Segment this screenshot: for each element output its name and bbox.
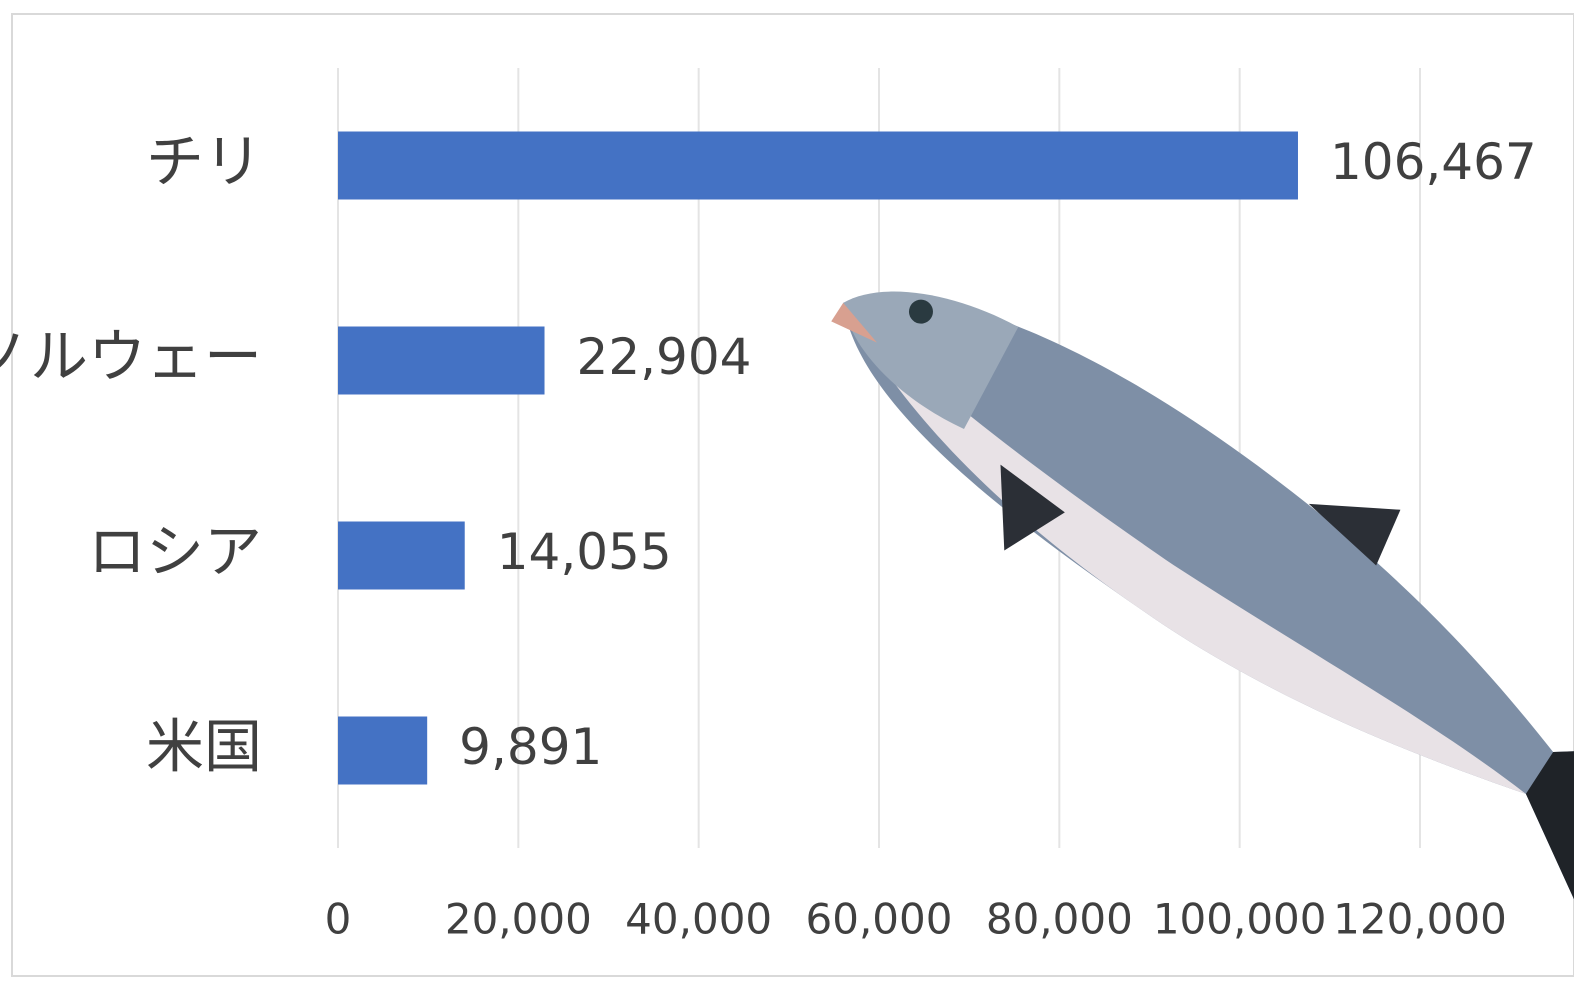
y-tick-label: 米国 — [146, 713, 262, 781]
bar — [338, 717, 427, 785]
x-tick-label: 60,000 — [806, 895, 953, 944]
bar — [338, 522, 465, 590]
value-label: 106,467 — [1330, 133, 1537, 191]
value-label: 14,055 — [497, 523, 672, 581]
x-tick-label: 120,000 — [1333, 895, 1507, 944]
y-tick-label: ノルウェー — [0, 323, 262, 391]
x-tick-label: 20,000 — [445, 895, 592, 944]
x-tick-label: 100,000 — [1153, 895, 1327, 944]
x-tick-label: 40,000 — [625, 895, 772, 944]
bar — [338, 132, 1298, 200]
x-tick-label: 0 — [325, 895, 352, 944]
chart: 0 20,000 40,000 60,000 80,000 100,000120,000 チ… — [0, 0, 1574, 986]
y-tick-label: ロシア — [88, 518, 262, 586]
page: {"chart_data": {"type": "bar", "orientat… — [0, 0, 1574, 986]
value-label: 22,904 — [577, 328, 752, 386]
y-tick-label: チリ — [146, 128, 262, 196]
value-label: 9,891 — [459, 718, 602, 776]
bar — [338, 327, 545, 395]
x-tick-label: 80,000 — [986, 895, 1133, 944]
